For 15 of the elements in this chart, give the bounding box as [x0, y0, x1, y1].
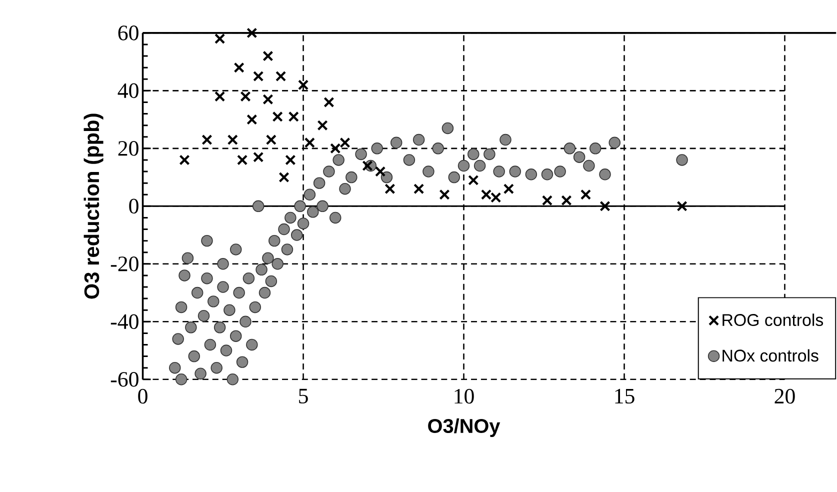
x-axis-title: O3/NOy [428, 418, 500, 437]
x-tick-label: 20 [774, 388, 795, 404]
y-tick-label: -40 [110, 314, 138, 329]
y-tick-label: -20 [110, 256, 138, 272]
x-tick-label: 10 [454, 388, 474, 404]
y-tick-label: 20 [118, 140, 138, 156]
legend-label: ROG controls [722, 314, 824, 326]
y-tick-label: 40 [118, 83, 138, 98]
legend-label: NOx controls [722, 349, 818, 362]
y-tick-label: 60 [118, 25, 138, 40]
y-tick-label: -60 [110, 372, 138, 387]
x-tick-label: 15 [615, 388, 634, 404]
x-tick-label: 5 [299, 388, 308, 404]
y-tick-label: 0 [129, 198, 138, 214]
y-axis-title: O3 reduction (ppb) [84, 114, 104, 299]
